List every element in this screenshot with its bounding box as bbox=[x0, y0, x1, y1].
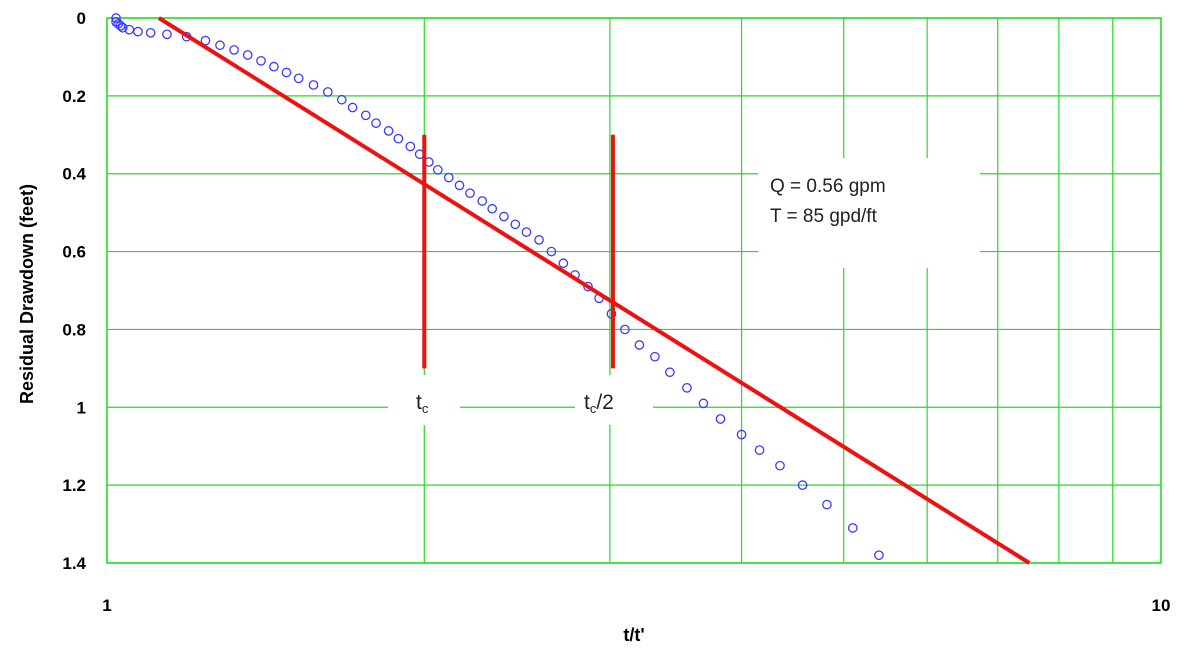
x-tick-labels: 1 10 bbox=[102, 596, 1170, 615]
y-tick-label: 0.6 bbox=[62, 243, 86, 262]
data-point bbox=[797, 480, 808, 490]
data-point bbox=[510, 219, 521, 230]
data-point bbox=[698, 398, 709, 409]
plot-border bbox=[106, 17, 1162, 564]
data-point bbox=[229, 45, 239, 55]
transmissivity-label: T = 85 gpd/ft bbox=[770, 206, 878, 227]
data-point bbox=[405, 141, 416, 152]
tc2-tail: /2 bbox=[596, 391, 614, 414]
data-point bbox=[322, 87, 333, 97]
y-tick-label: 1 bbox=[77, 398, 86, 417]
data-point bbox=[454, 180, 465, 191]
x-axis-title: t/t' bbox=[623, 625, 644, 645]
data-point bbox=[432, 164, 443, 175]
y-tick-label: 1.2 bbox=[62, 476, 86, 495]
data-point bbox=[822, 499, 832, 510]
data-point bbox=[443, 172, 454, 183]
data-point bbox=[145, 27, 156, 38]
tc-half-label: tc/2 bbox=[584, 391, 614, 416]
data-point bbox=[521, 227, 532, 237]
data-point bbox=[371, 118, 381, 128]
data-point bbox=[111, 13, 121, 23]
data-point bbox=[293, 73, 304, 84]
data-point bbox=[477, 196, 488, 206]
data-point bbox=[115, 20, 126, 31]
tc-main: t bbox=[416, 391, 422, 414]
data-point bbox=[487, 203, 498, 214]
data-point bbox=[200, 35, 211, 46]
x-tick-label: 1 bbox=[102, 596, 111, 615]
y-tick-label: 0.8 bbox=[62, 320, 86, 339]
data-point bbox=[546, 246, 557, 257]
data-point bbox=[650, 351, 660, 362]
data-point bbox=[360, 110, 371, 121]
y-tick-label: 0 bbox=[77, 9, 86, 28]
data-point bbox=[634, 340, 645, 350]
data-point bbox=[393, 133, 404, 144]
tc2-subscript: c bbox=[590, 401, 597, 416]
data-point bbox=[620, 324, 630, 335]
data-point bbox=[215, 40, 225, 51]
data-point bbox=[117, 22, 128, 33]
data-point bbox=[775, 460, 785, 471]
tc-label: tc bbox=[416, 391, 429, 416]
tc-label-box bbox=[388, 375, 460, 425]
fit-line bbox=[157, 16, 1031, 565]
data-point bbox=[754, 445, 765, 455]
data-point bbox=[736, 429, 747, 440]
params-box bbox=[758, 158, 980, 268]
y-tick-labels: 0 0.2 0.4 0.6 0.8 1 1.2 1.4 bbox=[62, 9, 86, 573]
data-point bbox=[715, 414, 726, 424]
data-point bbox=[665, 367, 675, 378]
data-point bbox=[583, 281, 593, 292]
horizontal-gridlines bbox=[107, 17, 1161, 564]
x-tick-label: 10 bbox=[1152, 596, 1171, 615]
tc2-main: t bbox=[584, 391, 590, 414]
data-point bbox=[534, 235, 544, 245]
data-point bbox=[281, 67, 292, 78]
y-tick-label: 0.2 bbox=[62, 87, 86, 106]
data-point bbox=[465, 188, 475, 199]
data-point bbox=[347, 102, 358, 113]
data-point bbox=[383, 126, 394, 136]
y-tick-label: 0.4 bbox=[62, 165, 86, 184]
data-point bbox=[269, 61, 279, 72]
data-points bbox=[111, 13, 884, 561]
y-tick-label: 1.4 bbox=[62, 554, 86, 573]
data-point bbox=[242, 50, 253, 60]
data-point bbox=[682, 382, 692, 393]
data-point bbox=[256, 55, 266, 66]
marker-lines bbox=[422, 134, 615, 369]
data-point bbox=[336, 94, 347, 105]
data-point bbox=[308, 80, 319, 90]
data-point bbox=[133, 26, 143, 37]
data-point bbox=[847, 523, 858, 533]
tc-subscript: c bbox=[422, 401, 429, 416]
data-point bbox=[874, 550, 884, 561]
fit-line-group bbox=[157, 16, 1031, 565]
data-point bbox=[499, 211, 509, 222]
plot-frame bbox=[106, 17, 1162, 564]
tc2-label-box bbox=[575, 375, 653, 425]
discharge-label: Q = 0.56 gpm bbox=[770, 176, 886, 197]
data-point bbox=[558, 258, 569, 269]
y-axis-title: Residual Drawdown (feet) bbox=[17, 184, 37, 404]
data-point bbox=[162, 29, 172, 40]
vertical-gridlines bbox=[106, 18, 1162, 563]
